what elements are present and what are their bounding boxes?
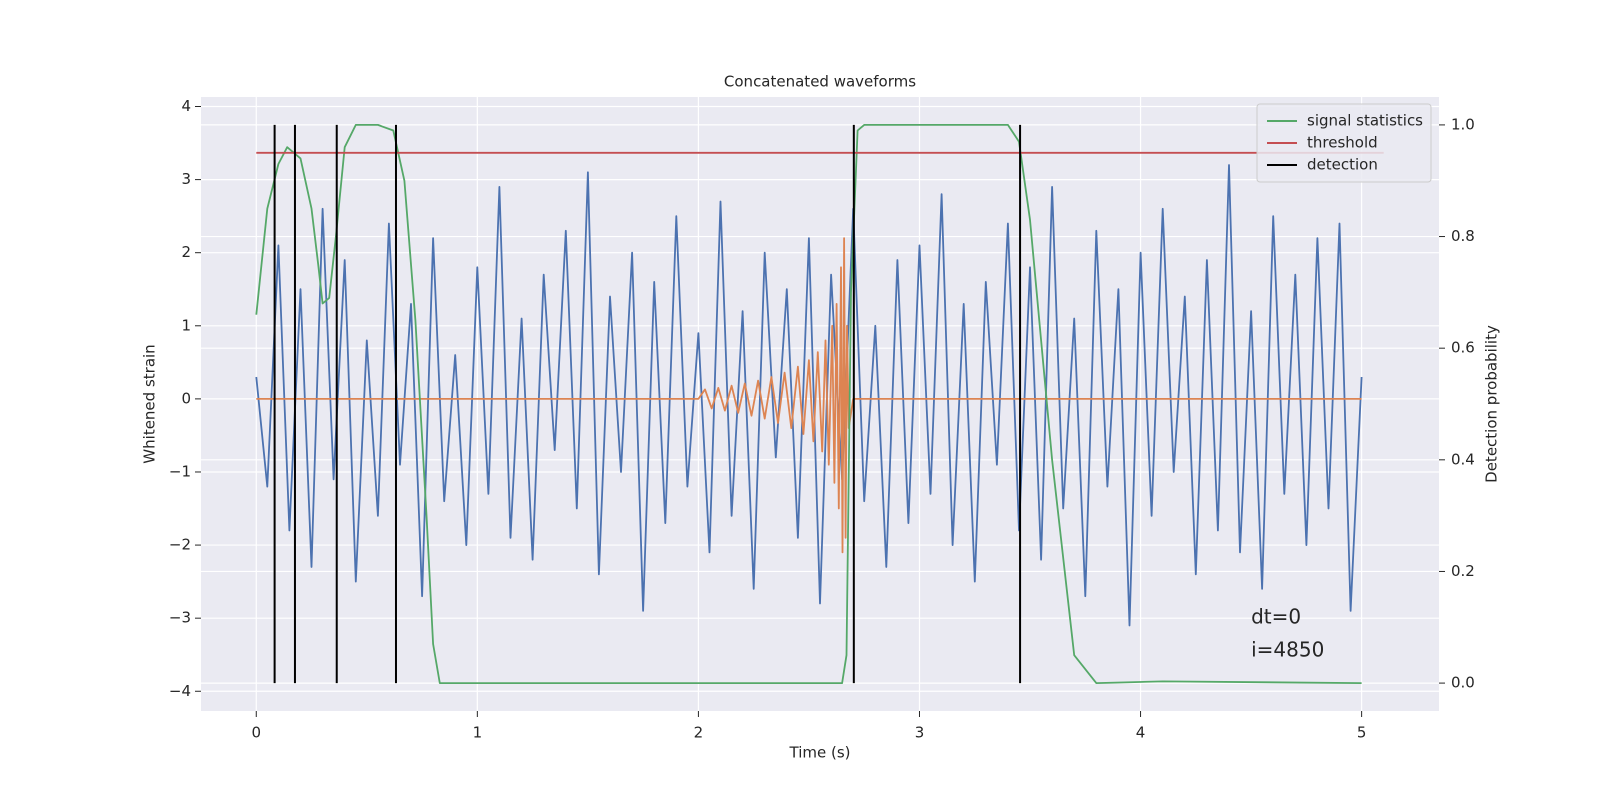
annotation: i=4850 [1251, 638, 1324, 662]
x-tick-label: 0 [251, 724, 261, 742]
y2-tick-label: 0.8 [1451, 227, 1475, 245]
y2-tick-label: 1.0 [1451, 115, 1475, 133]
y-axis-label: Whitened strain [141, 344, 159, 463]
legend-box [1256, 103, 1432, 183]
legend-label: threshold [1307, 134, 1378, 152]
y2-tick-label: 0.0 [1451, 674, 1475, 692]
legend-label: signal statistics [1307, 112, 1423, 130]
x-tick-label: 3 [915, 724, 925, 742]
y2-tick-label: 0.4 [1451, 450, 1475, 468]
y2-axis-label: Detection probability [1483, 325, 1501, 483]
y-tick-label: −4 [169, 682, 191, 700]
series-line [255, 124, 1362, 684]
y-tick-label: −2 [169, 536, 191, 554]
y-tick-label: 3 [181, 170, 191, 188]
annotation: dt=0 [1251, 605, 1301, 629]
y2-tick-label: 0.2 [1451, 562, 1475, 580]
x-tick-label: 5 [1357, 724, 1367, 742]
y-tick-label: −1 [169, 462, 191, 480]
y-tick-label: 0 [181, 389, 191, 407]
x-axis-label: Time (s) [789, 744, 851, 762]
y-tick-label: 4 [181, 97, 191, 115]
x-tick-label: 2 [694, 724, 704, 742]
y-tick-label: −3 [169, 609, 191, 627]
chart-title: Concatenated waveforms [724, 73, 916, 91]
y2-tick-label: 0.6 [1451, 339, 1475, 357]
y-tick-label: 1 [181, 316, 191, 334]
series-line [256, 237, 1362, 554]
series-line [255, 164, 1363, 627]
x-tick-label: 4 [1136, 724, 1146, 742]
y-tick-label: 2 [181, 243, 191, 261]
x-tick-label: 1 [473, 724, 483, 742]
legend-label: detection [1307, 156, 1378, 174]
